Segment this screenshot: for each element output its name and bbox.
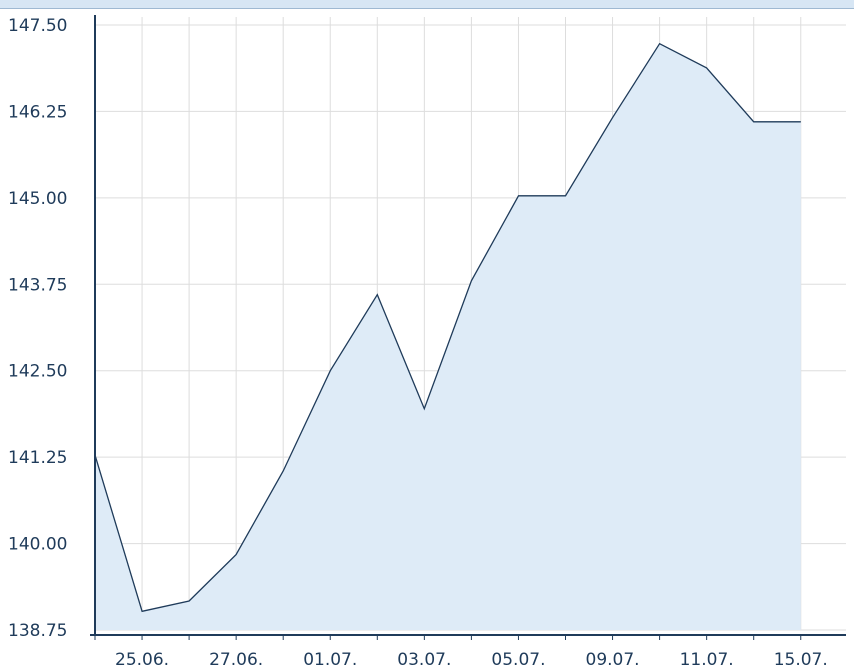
x-tick-label: 25.06. <box>115 650 169 670</box>
window-top-bar <box>0 0 854 9</box>
x-tick-label: 05.07. <box>491 650 545 670</box>
series-line <box>94 42 801 613</box>
x-axis-tick-labels: 25.06. 27.06. 01.07. 03.07. 05.07. 09.07. 11.0… <box>115 650 828 670</box>
area-series <box>94 42 801 630</box>
y-tick-label: 143.75 <box>8 275 67 295</box>
y-tick-label: 141.25 <box>8 448 67 468</box>
x-tick-label: 15.07. <box>774 650 828 670</box>
y-axis-tick-labels: 147.50 146.25 145.00 143.75 142.50 141.25 140.… <box>8 16 67 641</box>
x-tick-label: 09.07. <box>586 650 640 670</box>
x-tick-label: 01.07. <box>303 650 357 670</box>
axes <box>90 15 846 640</box>
x-tick-label: 03.07. <box>397 650 451 670</box>
y-tick-label: 138.75 <box>8 621 67 641</box>
y-tick-label: 140.00 <box>8 535 67 555</box>
x-tick-label: 11.07. <box>680 650 734 670</box>
y-tick-label: 142.50 <box>8 362 67 382</box>
y-tick-label: 145.00 <box>8 189 67 209</box>
y-tick-label: 147.50 <box>8 16 67 36</box>
y-tick-label: 146.25 <box>8 102 67 122</box>
area-fill <box>95 43 801 630</box>
x-tick-label: 27.06. <box>209 650 263 670</box>
